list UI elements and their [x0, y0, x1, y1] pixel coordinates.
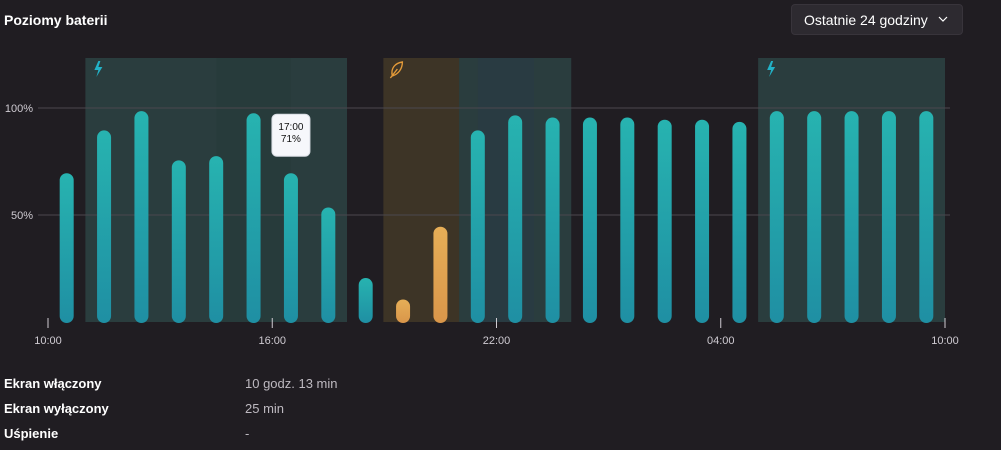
usage-stats: Ekran włączony 10 godz. 13 min Ekran wył… — [4, 374, 404, 449]
battery-level-bar — [582, 117, 597, 323]
stat-label: Ekran wyłączony — [4, 401, 109, 416]
battery-level-bar — [545, 117, 560, 323]
battery-level-bar — [620, 117, 635, 323]
battery-level-bar — [246, 113, 261, 323]
time-range-label: Ostatnie 24 godziny — [804, 11, 928, 28]
page-title: Poziomy baterii — [4, 12, 108, 28]
stat-row-screen-on: Ekran włączony 10 godz. 13 min — [4, 374, 404, 399]
battery-level-bar — [321, 207, 336, 323]
battery-level-bar — [881, 111, 896, 323]
x-tick-label: 04:00 — [707, 335, 735, 347]
battery-level-bar — [919, 111, 934, 323]
stat-row-screen-off: Ekran wyłączony 25 min — [4, 399, 404, 424]
stat-row-sleep: Uśpienie - — [4, 424, 404, 449]
battery-level-bar — [59, 173, 74, 323]
stat-label: Uśpienie — [4, 426, 59, 441]
chevron-down-icon — [938, 16, 948, 22]
scrollbar[interactable] — [985, 0, 1001, 450]
battery-level-bar — [97, 130, 112, 323]
stat-value: 10 godz. 13 min — [245, 376, 338, 391]
battery-saver-bar — [433, 226, 448, 323]
stat-value: 25 min — [245, 401, 285, 416]
stat-value: - — [245, 426, 250, 441]
battery-level-bar — [283, 173, 298, 323]
battery-level-bar — [358, 278, 373, 323]
charging-icon — [94, 61, 103, 77]
x-tick-label: 22:00 — [483, 335, 511, 347]
stat-label: Ekran włączony — [4, 376, 102, 391]
battery-level-bar — [508, 115, 523, 323]
x-tick-label: 10:00 — [931, 335, 959, 347]
tooltip-time: 17:00 — [278, 122, 303, 133]
battery-level-bar — [844, 111, 859, 323]
battery-level-bar — [209, 156, 224, 323]
charging-icon — [767, 61, 776, 77]
tooltip-value: 71% — [281, 134, 301, 145]
x-tick-label: 16:00 — [258, 335, 286, 347]
y-tick-label: 100% — [5, 103, 33, 115]
tooltip — [271, 113, 311, 157]
battery-level-bar — [807, 111, 822, 323]
y-tick-label: 50% — [11, 210, 33, 222]
battery-level-bar — [769, 111, 784, 323]
charging-period-shade — [477, 58, 534, 322]
battery-saver-band — [383, 58, 460, 322]
battery-level-bar — [134, 111, 149, 323]
battery-level-bar — [657, 119, 672, 323]
battery-level-bar — [695, 119, 710, 323]
leaf-icon — [389, 61, 404, 79]
time-range-dropdown[interactable]: Ostatnie 24 godziny — [791, 4, 963, 35]
battery-level-bar — [732, 121, 747, 323]
battery-saver-bar — [396, 299, 411, 323]
battery-level-bar — [171, 160, 186, 323]
battery-level-bar — [470, 130, 485, 323]
x-tick-label: 10:00 — [34, 335, 62, 347]
